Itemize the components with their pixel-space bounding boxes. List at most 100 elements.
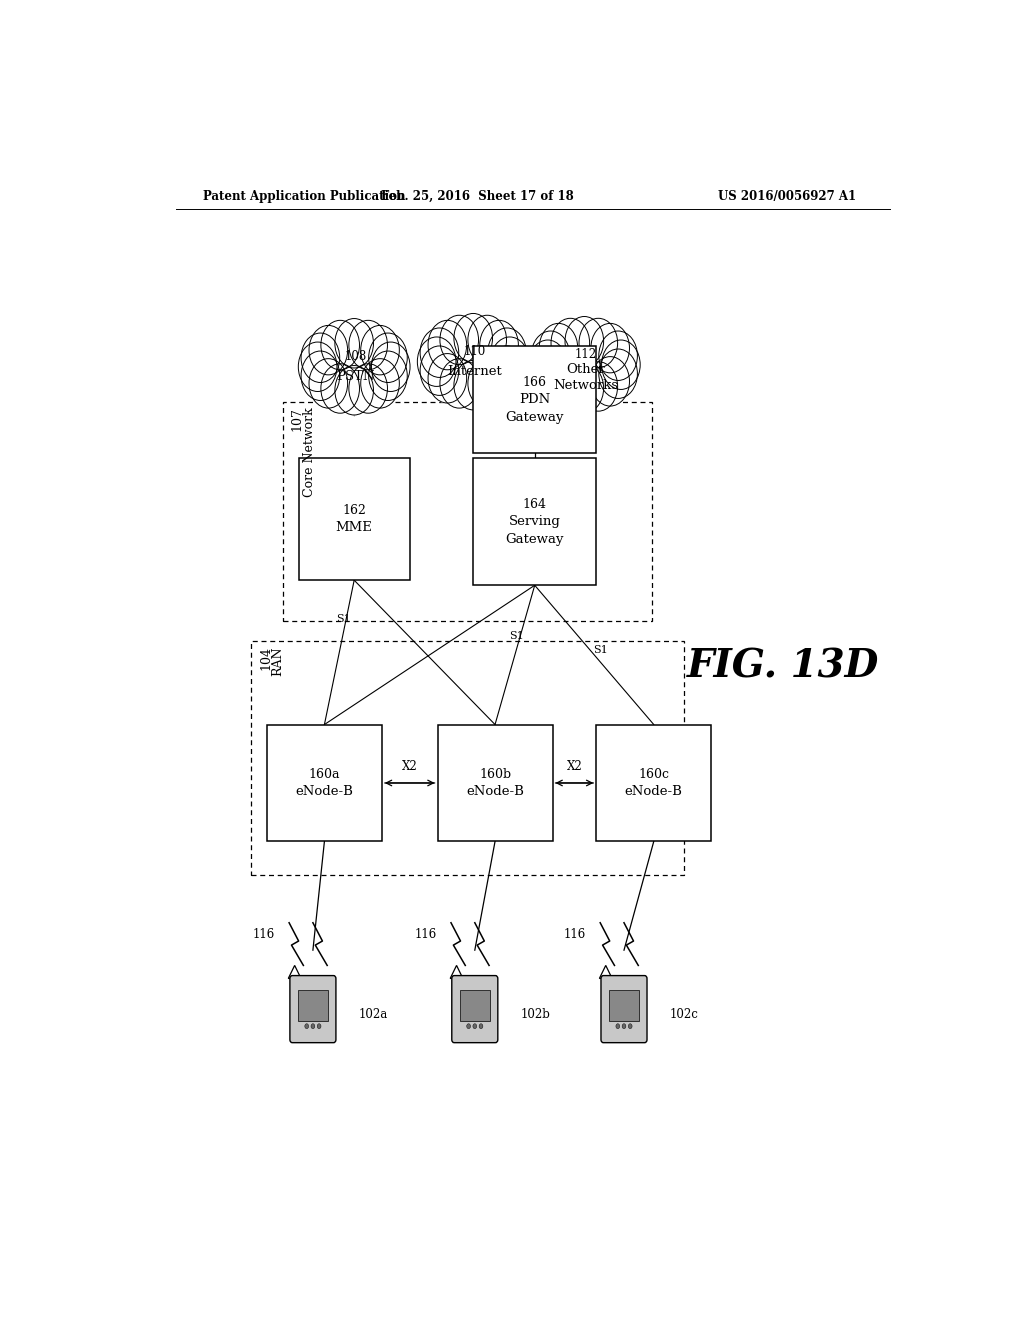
Text: Internet: Internet bbox=[447, 366, 502, 379]
Circle shape bbox=[601, 341, 640, 389]
Circle shape bbox=[349, 321, 387, 370]
Text: 102c: 102c bbox=[670, 1007, 699, 1020]
FancyBboxPatch shape bbox=[601, 975, 647, 1043]
FancyBboxPatch shape bbox=[452, 975, 498, 1043]
Circle shape bbox=[305, 1024, 308, 1028]
Circle shape bbox=[420, 327, 459, 378]
Circle shape bbox=[540, 356, 578, 407]
Circle shape bbox=[479, 1024, 483, 1028]
Text: 160a: 160a bbox=[308, 768, 340, 781]
Text: 116: 116 bbox=[563, 928, 586, 941]
Circle shape bbox=[301, 351, 340, 400]
Circle shape bbox=[440, 359, 478, 408]
Ellipse shape bbox=[324, 347, 385, 387]
Text: 164: 164 bbox=[522, 498, 547, 511]
Circle shape bbox=[321, 364, 359, 413]
Circle shape bbox=[468, 359, 507, 408]
FancyBboxPatch shape bbox=[290, 975, 336, 1043]
Bar bbox=[251, 642, 684, 875]
Text: Serving: Serving bbox=[509, 515, 561, 528]
Circle shape bbox=[360, 359, 399, 408]
Text: S1: S1 bbox=[510, 631, 524, 640]
Text: eNode-B: eNode-B bbox=[296, 785, 353, 799]
Text: 107: 107 bbox=[291, 408, 304, 432]
Circle shape bbox=[454, 360, 493, 411]
Bar bbox=[437, 725, 553, 841]
Circle shape bbox=[418, 337, 456, 387]
Bar bbox=[609, 990, 639, 1022]
Text: S1: S1 bbox=[593, 644, 607, 655]
Bar bbox=[596, 725, 712, 841]
Circle shape bbox=[480, 354, 518, 403]
Text: 162: 162 bbox=[342, 504, 367, 517]
Text: Feb. 25, 2016  Sheet 17 of 18: Feb. 25, 2016 Sheet 17 of 18 bbox=[381, 190, 573, 202]
Circle shape bbox=[579, 362, 617, 411]
Circle shape bbox=[349, 364, 387, 413]
Text: RAN: RAN bbox=[270, 647, 284, 676]
Text: eNode-B: eNode-B bbox=[625, 785, 683, 799]
Text: eNode-B: eNode-B bbox=[466, 785, 524, 799]
Bar bbox=[473, 346, 596, 453]
Text: 116: 116 bbox=[253, 928, 274, 941]
Text: 160c: 160c bbox=[638, 768, 670, 781]
Circle shape bbox=[565, 363, 603, 413]
Text: Gateway: Gateway bbox=[506, 411, 564, 424]
Circle shape bbox=[540, 323, 578, 372]
Circle shape bbox=[321, 321, 359, 370]
Circle shape bbox=[317, 1024, 321, 1028]
Circle shape bbox=[565, 317, 603, 366]
Circle shape bbox=[369, 333, 408, 383]
Text: Patent Application Publication: Patent Application Publication bbox=[204, 190, 406, 202]
Circle shape bbox=[372, 342, 410, 392]
Text: 102a: 102a bbox=[359, 1007, 388, 1020]
Text: 160b: 160b bbox=[479, 768, 511, 781]
Text: 104: 104 bbox=[259, 647, 272, 671]
Circle shape bbox=[467, 1024, 470, 1028]
Text: X2: X2 bbox=[566, 760, 583, 774]
Circle shape bbox=[309, 359, 347, 408]
Text: 102b: 102b bbox=[521, 1007, 551, 1020]
Text: S1: S1 bbox=[337, 614, 351, 623]
Text: 112: 112 bbox=[574, 348, 597, 362]
Circle shape bbox=[468, 315, 507, 364]
Circle shape bbox=[440, 315, 478, 364]
Bar bbox=[283, 403, 652, 620]
Circle shape bbox=[309, 326, 347, 375]
Circle shape bbox=[551, 362, 590, 411]
Ellipse shape bbox=[442, 342, 504, 381]
Text: Core Network: Core Network bbox=[303, 408, 315, 498]
Bar bbox=[473, 458, 596, 585]
Text: X2: X2 bbox=[401, 760, 418, 774]
Circle shape bbox=[531, 348, 569, 399]
Text: Networks: Networks bbox=[553, 379, 618, 392]
Text: FIG. 13D: FIG. 13D bbox=[686, 648, 879, 685]
Text: PSTN: PSTN bbox=[337, 371, 375, 383]
Text: 116: 116 bbox=[415, 928, 436, 941]
Bar bbox=[267, 725, 382, 841]
Circle shape bbox=[369, 351, 408, 400]
Ellipse shape bbox=[554, 345, 614, 384]
Circle shape bbox=[428, 321, 467, 370]
Circle shape bbox=[528, 341, 567, 389]
Circle shape bbox=[599, 348, 637, 399]
Circle shape bbox=[615, 1024, 620, 1028]
Circle shape bbox=[298, 342, 337, 392]
Text: Other: Other bbox=[566, 363, 605, 376]
Circle shape bbox=[551, 318, 590, 368]
Circle shape bbox=[629, 1024, 632, 1028]
Circle shape bbox=[335, 318, 374, 368]
Circle shape bbox=[591, 323, 630, 372]
Circle shape bbox=[591, 356, 630, 407]
Circle shape bbox=[490, 337, 529, 387]
Text: 166: 166 bbox=[522, 376, 547, 389]
Circle shape bbox=[301, 333, 340, 383]
Text: 110: 110 bbox=[464, 345, 486, 358]
Circle shape bbox=[623, 1024, 626, 1028]
Circle shape bbox=[480, 321, 518, 370]
Text: US 2016/0056927 A1: US 2016/0056927 A1 bbox=[718, 190, 856, 202]
Circle shape bbox=[335, 366, 374, 414]
Circle shape bbox=[487, 327, 526, 378]
Circle shape bbox=[473, 1024, 477, 1028]
Text: PDN: PDN bbox=[519, 393, 550, 407]
Bar bbox=[460, 990, 489, 1022]
